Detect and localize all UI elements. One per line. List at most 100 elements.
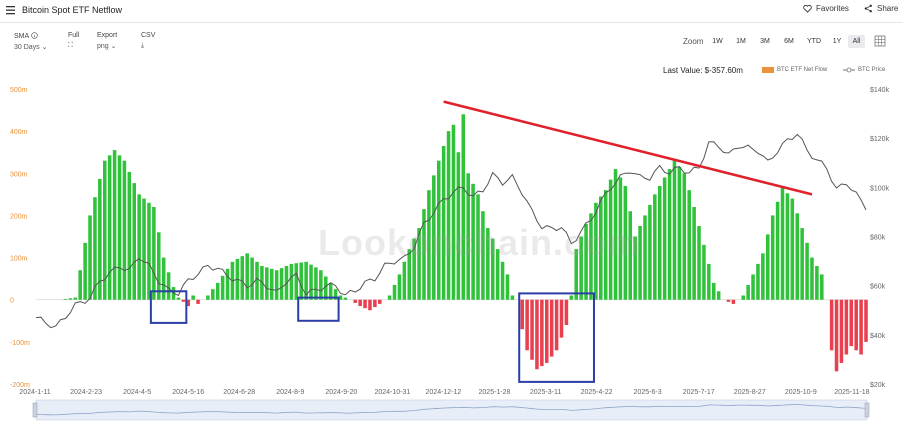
net-flow-bar [269,268,274,300]
legend-price-label: BTC Price [858,67,886,73]
net-flow-bar [319,270,323,300]
net-flow-bar [751,274,755,300]
sma-label: SMA [14,33,29,40]
y-right-tick-label: $40k [870,333,886,340]
net-flow-bar [707,263,711,300]
net-flow-bar [667,169,672,300]
download-icon: ⤓ [141,42,145,49]
x-tick-label: 2025-10-9 [785,389,817,396]
x-tick-label: 2025-4-22 [581,389,613,396]
net-flow-bar [363,299,367,309]
net-flow-bar [323,276,328,300]
heart-icon [803,4,812,13]
chevron-down-icon: ⌄ [41,44,48,51]
y-right-tick-label: $20k [870,382,886,389]
net-flow-bar [166,272,171,300]
net-flow-bar [633,236,637,300]
net-flow-bar [594,202,598,300]
net-flow-bar [574,249,579,300]
net-flow-bar [549,299,554,357]
zoom-option-label: 3M [760,38,770,45]
legend-swatch [762,67,774,73]
x-tick-label: 2025-11-18 [834,389,869,396]
favorites-button[interactable]: Favorites [803,4,849,13]
net-flow-bar [790,198,795,300]
y-left-tick-label: -200m [10,382,30,389]
last-value: Last Value: $-357.60m [663,66,743,75]
btc-price-line [35,133,867,329]
zoom-option-label: All [852,38,861,45]
net-flow-bar [436,160,441,300]
net-flow-bar [255,261,259,300]
net-flow-bar [456,152,461,300]
net-flow-bar [657,185,662,300]
zoom-option-label: YTD [807,38,821,45]
net-flow-bar [756,263,760,300]
net-flow-bar [697,225,701,300]
fullscreen-icon: ⛶ [68,42,73,49]
net-flow-bar [545,299,549,363]
net-flow-bar [692,207,696,300]
hamburger-menu-icon[interactable] [5,4,17,16]
zoom-option-label: 6M [784,38,794,45]
y-left-tick-label: -100m [10,340,30,347]
net-flow-bar [579,236,583,300]
y-right-tick-label: $100k [870,185,890,192]
net-flow-bar [505,274,510,300]
x-tick-label: 2025-6-3 [634,389,662,396]
zoom-6m-button[interactable]: 6M [779,35,799,48]
y-right-tick-label: $140k [870,87,890,94]
net-flow-bar [368,299,372,311]
zoom-all-button[interactable]: All [848,35,865,48]
net-flow-bar [849,299,854,347]
net-flow-bar [353,299,357,303]
zoom-3m-button[interactable]: 3M [755,35,775,48]
net-flow-bar [338,295,343,300]
y-left-tick-label: 200m [10,213,28,220]
net-flow-bar [196,299,200,304]
y-left-tick-label: 0 [10,298,14,305]
y-right-tick-label: $80k [870,235,886,242]
legend-item-price[interactable]: BTC Price [843,67,885,73]
net-flow-bar [584,223,588,300]
net-flow-bar [147,202,151,300]
grid-menu-icon[interactable] [874,35,886,47]
x-tick-label: 2025-3-11 [530,389,562,396]
net-flow-bar [677,166,682,300]
net-flow-bar [564,299,569,325]
net-flow-bar [476,194,480,300]
csv-control[interactable]: CSV ⤓ [141,32,155,50]
legend-item-net-flow[interactable]: BTC ETF Net Flow [762,67,827,73]
net-flow-bar [417,228,421,300]
net-flow-bar [638,225,642,300]
export-control[interactable]: Export png ⌄ [97,32,117,50]
net-flow-bar [785,193,790,300]
net-flow-bar [191,295,195,300]
net-flow-bar [766,234,770,300]
full-screen-control[interactable]: Full ⛶ [68,32,79,50]
zoom-ytd-button[interactable]: YTD [803,35,825,48]
net-flow-bar [63,299,68,300]
net-flow-bar [510,295,515,300]
x-tick-label: 2025-8-27 [734,389,766,396]
zoom-1m-button[interactable]: 1M [731,35,751,48]
share-button[interactable]: Share [864,4,898,13]
zoom-label: Zoom [683,37,704,46]
net-flow-bar [628,211,633,300]
zoom-1y-button[interactable]: 1Y [828,35,846,48]
net-flow-bar [500,261,505,300]
net-flow-bar [623,185,628,300]
y-right-tick-label: $120k [870,136,890,143]
net-flow-bar [854,299,858,351]
net-flow-bar [820,274,824,300]
net-flow-bar [441,145,446,300]
zoom-1w-button[interactable]: 1W [708,35,727,48]
net-flow-bar [599,196,603,300]
navigator-right-handle [864,402,870,418]
export-value: png [97,43,109,50]
sma-control[interactable]: SMA 30 Days ⌄ [14,32,48,51]
export-label: Export [97,32,118,39]
net-flow-bar [535,299,539,370]
sma-value: 30 Days [14,44,40,51]
